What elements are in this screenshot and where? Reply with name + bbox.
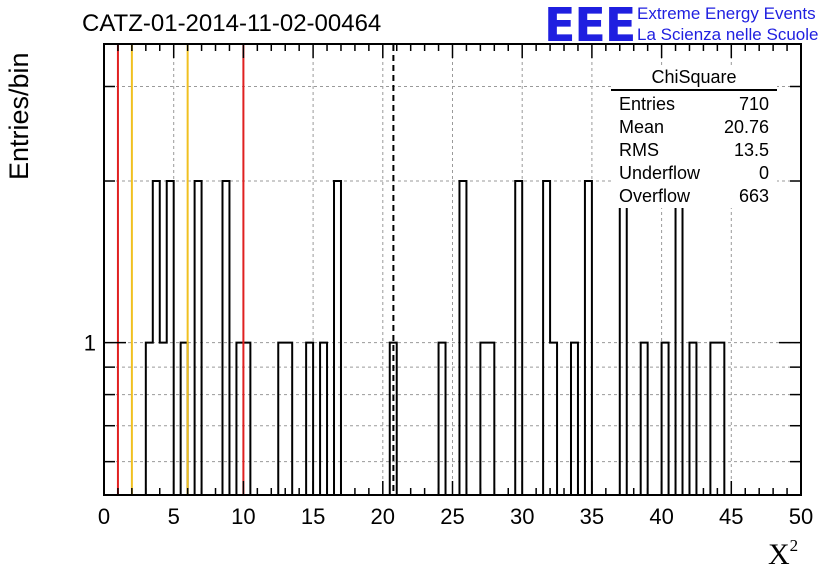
histogram-bin xyxy=(243,343,250,495)
x-tick-label: 10 xyxy=(231,504,255,529)
x-tick-label: 35 xyxy=(580,504,604,529)
x-axis-label: X2 xyxy=(768,536,799,571)
histogram-bin xyxy=(222,181,229,495)
histogram-bin xyxy=(306,343,313,495)
y-axis-label: Entries/bin xyxy=(4,52,34,180)
histogram-bin xyxy=(195,181,202,495)
stats-value: 13.5 xyxy=(733,140,769,160)
x-tick-label: 0 xyxy=(98,504,110,529)
histogram-bin xyxy=(676,181,683,495)
y-tick-label: 1 xyxy=(84,331,96,356)
x-tick-label: 40 xyxy=(649,504,673,529)
x-tick-label: 15 xyxy=(301,504,325,529)
stats-rows: Entries 710 Mean 20.76 RMS 13.5 Underflow 0 Over… xyxy=(611,93,777,208)
histogram-bin xyxy=(585,181,592,495)
histogram-bin xyxy=(146,343,153,495)
histogram-bin xyxy=(543,181,550,495)
stats-label: Overflow xyxy=(619,186,691,206)
stats-value: 0 xyxy=(758,163,769,183)
eee-logo: EEE xyxy=(544,0,636,52)
stats-value: 663 xyxy=(738,186,769,206)
histogram-bin xyxy=(662,343,669,495)
stats-value: 20.76 xyxy=(723,117,769,137)
logo-line-2: La Scienza nelle Scuole xyxy=(637,25,819,44)
x-tick-label: 50 xyxy=(789,504,813,529)
histogram-bin xyxy=(285,343,292,495)
histogram-bin xyxy=(550,343,557,495)
x-tick-label: 30 xyxy=(510,504,534,529)
histogram-bin xyxy=(236,343,243,495)
x-tick-label: 45 xyxy=(719,504,743,529)
stats-header: ChiSquare xyxy=(611,66,777,91)
histogram-bin xyxy=(278,343,285,495)
stats-row-underflow: Underflow 0 xyxy=(611,162,777,185)
histogram-bin xyxy=(689,343,696,495)
histogram-bin xyxy=(710,343,717,495)
histogram-bin xyxy=(641,343,648,495)
stats-box: ChiSquare Entries 710 Mean 20.76 RMS 13.5 Unde… xyxy=(611,66,777,208)
logo-caption: Extreme Energy Events La Scienza nelle S… xyxy=(637,3,818,45)
stats-label: Entries xyxy=(619,94,676,114)
x-tick-label: 25 xyxy=(440,504,464,529)
histogram-bin xyxy=(320,343,327,495)
histogram-bin xyxy=(334,181,341,495)
x-tick-label: 5 xyxy=(168,504,180,529)
histogram-bin xyxy=(620,181,627,495)
histogram-bin xyxy=(459,181,466,495)
stats-row-mean: Mean 20.76 xyxy=(611,116,777,139)
chart-title: CATZ-01-2014-11-02-00464 xyxy=(82,10,382,37)
stats-label: Mean xyxy=(619,117,665,137)
stats-value: 710 xyxy=(738,94,769,114)
x-tick-label: 20 xyxy=(371,504,395,529)
stats-label: RMS xyxy=(619,140,659,160)
histogram-bin xyxy=(515,181,522,495)
stats-row-rms: RMS 13.5 xyxy=(611,139,777,162)
stats-row-entries: Entries 710 xyxy=(611,93,777,116)
histogram-bin xyxy=(153,181,160,495)
histogram-bin xyxy=(439,343,446,495)
stats-row-overflow: Overflow 663 xyxy=(611,185,777,208)
histogram-bin xyxy=(181,343,188,495)
histogram-bin xyxy=(160,343,167,495)
histogram-bin xyxy=(480,343,487,495)
histogram-bin xyxy=(167,181,174,495)
histogram-bin xyxy=(571,343,578,495)
histogram-bin xyxy=(487,343,494,495)
logo-line-1: Extreme Energy Events xyxy=(637,4,816,23)
histogram-bin xyxy=(717,343,724,495)
stats-label: Underflow xyxy=(619,163,701,183)
